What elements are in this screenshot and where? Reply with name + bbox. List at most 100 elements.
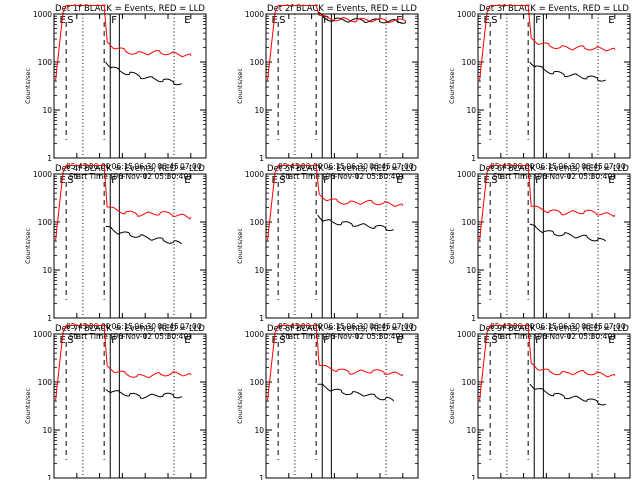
x-tick-label: 06:15 bbox=[536, 322, 558, 331]
detector-panel: Det 8f BLACK = Events, RED = LLD 1 10 100 10… bbox=[236, 324, 419, 484]
y-tick-label: 1 bbox=[259, 154, 264, 163]
marker-letter-S: S bbox=[279, 335, 285, 346]
y-tick-label: 10 bbox=[254, 266, 264, 275]
y-axis-label: Counts/sec bbox=[236, 228, 244, 264]
x-axis-label: Start Time (06-Nov-02 05:30:40) bbox=[493, 172, 615, 181]
lld-series-line bbox=[479, 5, 616, 82]
x-tick-label: 05:45 bbox=[66, 322, 88, 331]
y-tick-label: 100 bbox=[462, 58, 477, 67]
y-tick-label: 1 bbox=[47, 314, 52, 323]
x-tick-label: 05:45 bbox=[66, 162, 88, 171]
x-tick-label: 05:45 bbox=[490, 322, 512, 331]
marker-letter-S: S bbox=[491, 335, 497, 346]
plot-frame bbox=[53, 13, 207, 159]
y-tick-label: 1000 bbox=[457, 10, 476, 19]
marker-letter-S: S bbox=[67, 335, 73, 346]
x-tick-label: 06:45 bbox=[581, 322, 603, 331]
y-tick-label: 10 bbox=[42, 106, 52, 115]
y-tick-label: 100 bbox=[38, 218, 53, 227]
marker-letter-E: E bbox=[184, 335, 190, 346]
x-tick-label: 06:00 bbox=[301, 162, 323, 171]
y-tick-label: 1 bbox=[47, 474, 52, 480]
y-axis-label: Counts/sec bbox=[24, 388, 32, 424]
panel-title: Det 8f BLACK = Events, RED = LLD bbox=[267, 324, 417, 334]
y-tick-label: 1000 bbox=[245, 170, 264, 179]
plot-frame bbox=[265, 173, 419, 319]
events-series-line bbox=[105, 388, 183, 399]
y-tick-label: 10 bbox=[254, 106, 264, 115]
x-tick-label: 07:00 bbox=[392, 322, 414, 331]
y-tick-label: 1 bbox=[47, 154, 52, 163]
x-tick-label: 06:45 bbox=[157, 322, 179, 331]
x-tick-label: 05:45 bbox=[278, 162, 300, 171]
lld-series-line bbox=[479, 165, 616, 242]
plot-frame bbox=[477, 333, 631, 479]
detector-panel: Det 3f BLACK = Events, RED = LLD 1 10 100 10… bbox=[448, 4, 631, 181]
x-tick-label: 05:45 bbox=[490, 162, 512, 171]
panel-title: Det 2f BLACK = Events, RED = LLD bbox=[267, 4, 417, 14]
panel-title: Det 9f BLACK = Events, RED = LLD bbox=[479, 324, 629, 334]
events-series-line bbox=[105, 226, 182, 245]
x-axis-label: Start Time (06-Nov-02 05:30:40) bbox=[493, 332, 615, 341]
x-tick-label: 07:00 bbox=[392, 162, 414, 171]
lld-series-line bbox=[267, 165, 404, 242]
detector-panel: Det 5f BLACK = Events, RED = LLD 1 10 100 10… bbox=[236, 164, 419, 341]
x-axis-label: Start Time (06-Nov-02 05:30:40) bbox=[281, 332, 403, 341]
plot-frame bbox=[53, 173, 207, 319]
marker-letter-S: S bbox=[491, 175, 497, 186]
y-tick-label: 1 bbox=[259, 314, 264, 323]
y-tick-label: 100 bbox=[462, 218, 477, 227]
marker-letter-F: F bbox=[323, 335, 329, 346]
marker-letter-F: F bbox=[111, 335, 117, 346]
x-tick-label: 06:30 bbox=[558, 162, 580, 171]
y-axis-label: Counts/sec bbox=[448, 68, 456, 104]
plot-frame bbox=[53, 333, 207, 479]
lld-series-line bbox=[55, 325, 192, 402]
marker-letter-E: E bbox=[484, 335, 490, 346]
events-series-line bbox=[317, 214, 394, 231]
x-tick-label: 06:45 bbox=[369, 162, 391, 171]
panel-title: Det 6f BLACK = Events, RED = LLD bbox=[479, 164, 629, 174]
lld-series-line bbox=[55, 165, 192, 242]
panel-title: Det 1f BLACK = Events, RED = LLD bbox=[55, 4, 205, 14]
x-axis-label: Start Time (06-Nov-02 05:30:40) bbox=[281, 172, 403, 181]
marker-letter-E: E bbox=[184, 175, 190, 186]
marker-letter-E: E bbox=[184, 15, 190, 26]
y-tick-label: 10 bbox=[466, 106, 476, 115]
x-tick-label: 06:15 bbox=[324, 322, 346, 331]
y-axis-label: Counts/sec bbox=[24, 228, 32, 264]
x-tick-label: 06:15 bbox=[112, 322, 134, 331]
marker-letter-S: S bbox=[279, 175, 285, 186]
lld-series-line bbox=[479, 325, 616, 402]
panel-title: Det 3f BLACK = Events, RED = LLD bbox=[479, 4, 629, 14]
y-tick-label: 1 bbox=[259, 474, 264, 480]
y-axis-label: Counts/sec bbox=[24, 68, 32, 104]
marker-letter-S: S bbox=[491, 15, 497, 26]
events-series-line bbox=[317, 11, 407, 24]
y-tick-label: 10 bbox=[466, 426, 476, 435]
marker-letter-E: E bbox=[484, 15, 490, 26]
panel-title: Det 7f BLACK = Events, RED = LLD bbox=[55, 324, 205, 334]
x-tick-label: 06:30 bbox=[346, 162, 368, 171]
x-tick-label: 06:30 bbox=[134, 322, 156, 331]
marker-letter-E: E bbox=[60, 175, 66, 186]
marker-letter-E: E bbox=[396, 15, 402, 26]
panel-title: Det 5f BLACK = Events, RED = LLD bbox=[267, 164, 417, 174]
marker-letter-F: F bbox=[111, 175, 117, 186]
marker-letter-E: E bbox=[608, 335, 614, 346]
x-tick-label: 06:00 bbox=[513, 162, 535, 171]
y-tick-label: 100 bbox=[38, 58, 53, 67]
y-tick-label: 10 bbox=[466, 266, 476, 275]
x-tick-label: 06:15 bbox=[324, 162, 346, 171]
y-tick-label: 1 bbox=[471, 474, 476, 480]
marker-letter-S: S bbox=[67, 175, 73, 186]
y-tick-label: 100 bbox=[462, 378, 477, 387]
events-series-line bbox=[317, 383, 395, 402]
marker-letter-E: E bbox=[484, 175, 490, 186]
y-tick-label: 10 bbox=[254, 426, 264, 435]
x-tick-label: 05:45 bbox=[278, 322, 300, 331]
y-tick-label: 1 bbox=[471, 314, 476, 323]
marker-letter-E: E bbox=[396, 335, 402, 346]
